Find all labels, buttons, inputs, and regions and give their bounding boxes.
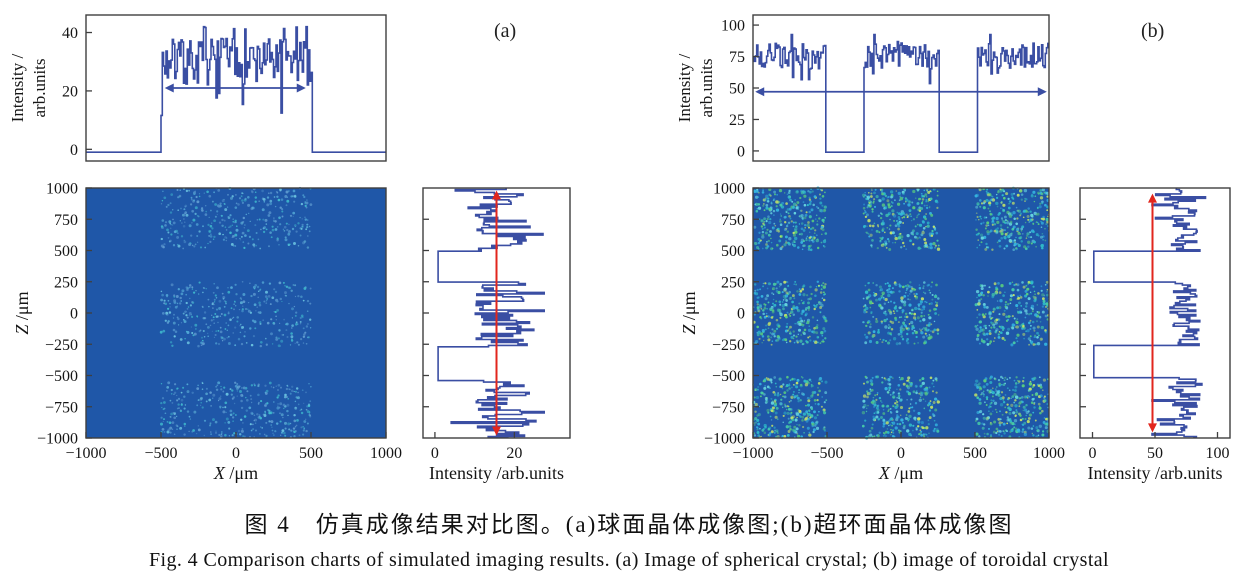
- y-axis-label: Z /μm: [12, 291, 32, 334]
- width-arrow: [164, 83, 306, 93]
- center-marker-arrow: [1148, 193, 1157, 433]
- panel-a-label: (a): [494, 20, 517, 42]
- tick-label: 0: [70, 306, 78, 323]
- tick-label: 0: [232, 445, 240, 462]
- plot-border: [85, 14, 387, 162]
- tick-label: 20: [62, 83, 78, 100]
- tick-label: 750: [54, 212, 78, 229]
- tick-label: 1000: [370, 445, 402, 462]
- heatmap-background: [86, 188, 386, 438]
- tick-label: 500: [721, 243, 745, 260]
- tick-label: 100: [721, 18, 745, 35]
- speckle-dots: [752, 186, 1050, 440]
- tick-label: 1000: [46, 181, 78, 198]
- tick-label: 0: [431, 445, 439, 462]
- tick-label: −1000: [732, 445, 773, 462]
- panel-b-label: (b): [1141, 20, 1165, 42]
- top-profile-plot: 0 20 40 Intensity / arb.units: [8, 14, 387, 162]
- intensity-trace: [437, 188, 545, 438]
- tick-label: −750: [712, 399, 745, 416]
- tick-label: 500: [54, 243, 78, 260]
- tick-label: 0: [70, 142, 78, 159]
- tick-label: 250: [54, 274, 78, 291]
- tick-label: −500: [45, 368, 78, 385]
- x-axis-label: X /μm: [878, 463, 923, 483]
- y-axis-label: arb.units: [30, 58, 49, 117]
- tick-label: 0: [737, 306, 745, 323]
- speckle-dots: [159, 186, 313, 439]
- caption-english: Fig. 4 Comparison charts of simulated im…: [148, 549, 1110, 571]
- intensity-trace: [86, 25, 386, 153]
- tick-label: −1000: [65, 445, 106, 462]
- tick-label: 0: [737, 143, 745, 160]
- tick-label: 50: [729, 81, 745, 98]
- tick-label: 0: [897, 445, 905, 462]
- heatmap-plot: −1000 −500 0 500 1000 1000 750 500 250 0 −250 −500 −…: [679, 181, 1065, 484]
- tick-label: −750: [45, 399, 78, 416]
- y-axis-label: arb.units: [697, 58, 716, 117]
- tick-label: 0: [1089, 445, 1097, 462]
- tick-label: 25: [729, 112, 745, 129]
- tick-label: −250: [712, 337, 745, 354]
- tick-label: 100: [1206, 445, 1230, 462]
- x-axis-label: Intensity /arb.units: [429, 463, 564, 483]
- tick-label: 1000: [713, 181, 745, 198]
- y-axis-label: Intensity /: [8, 53, 27, 122]
- x-axis-label: X /μm: [213, 463, 258, 483]
- tick-label: 20: [506, 445, 522, 462]
- top-profile-plot: 0 25 50 75 100 Intensity / arb.units: [675, 14, 1050, 162]
- tick-label: −250: [45, 337, 78, 354]
- width-arrow: [755, 87, 1047, 97]
- intensity-trace: [753, 33, 1049, 153]
- tick-label: −500: [712, 368, 745, 385]
- tick-label: −1000: [704, 431, 745, 448]
- plot-border: [752, 14, 1050, 162]
- y-axis-label: Z /μm: [679, 291, 699, 334]
- intensity-trace: [1093, 188, 1207, 438]
- tick-label: 75: [729, 49, 745, 66]
- tick-label: 500: [299, 445, 323, 462]
- caption-chinese: 图 4 仿真成像结果对比图。(a)球面晶体成像图;(b)超环面晶体成像图: [244, 512, 1014, 537]
- tick-label: −500: [144, 445, 177, 462]
- center-marker-arrow: [492, 190, 501, 436]
- tick-label: 750: [721, 212, 745, 229]
- x-axis-label: Intensity /arb.units: [1088, 463, 1223, 483]
- tick-label: 250: [721, 274, 745, 291]
- tick-label: −1000: [37, 431, 78, 448]
- y-axis-label: Intensity /: [675, 53, 694, 122]
- tick-label: 40: [62, 25, 78, 42]
- tick-label: 50: [1147, 445, 1163, 462]
- heatmap-plot: −1000 −500 0 500 1000 1000 750 500 250 0 −250 −500 −…: [12, 181, 402, 484]
- tick-label: 1000: [1033, 445, 1065, 462]
- tick-label: 500: [963, 445, 987, 462]
- tick-label: −500: [810, 445, 843, 462]
